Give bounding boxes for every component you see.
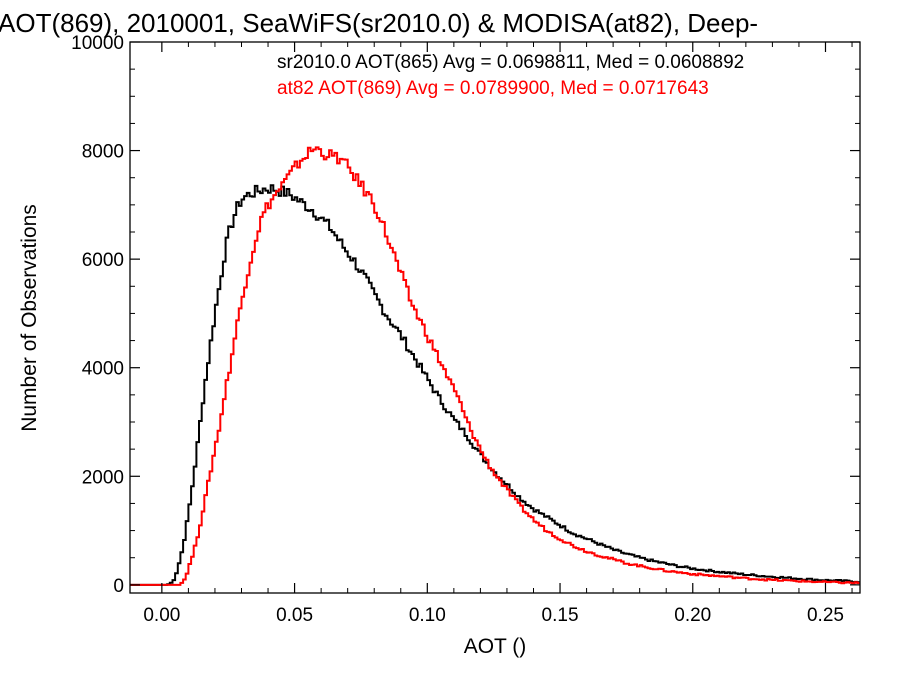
x-tick-label: 0.10 <box>409 605 446 626</box>
y-tick-label: 6000 <box>82 250 124 271</box>
y-tick-label: 10000 <box>71 33 124 54</box>
x-tick-label: 0.20 <box>674 605 711 626</box>
annotation-at82-stats: at82 AOT(869) Avg = 0.0789900, Med = 0.0… <box>277 78 709 99</box>
x-tick-label: 0.00 <box>143 605 180 626</box>
chart-title: AOT(869), 2010001, SeaWiFS(sr2010.0) & M… <box>0 8 758 38</box>
y-tick-label: 0 <box>113 576 124 597</box>
y-tick-label: 2000 <box>82 467 124 488</box>
x-tick-label: 0.25 <box>807 605 844 626</box>
annotation-sr2010-stats: sr2010.0 AOT(865) Avg = 0.0698811, Med =… <box>277 52 744 73</box>
x-axis-label: AOT () <box>464 635 527 658</box>
series-at82-histogram <box>130 146 860 586</box>
x-tick-label: 0.15 <box>542 605 579 626</box>
plot-frame <box>129 41 861 594</box>
y-tick-label: 8000 <box>82 142 124 163</box>
y-axis-label: Number of Observations <box>18 204 41 432</box>
x-tick-label: 0.05 <box>276 605 313 626</box>
y-tick-label: 4000 <box>82 359 124 380</box>
axis-layer: 0.00 0.05 0.10 0.15 0.20 0.25 0 2000 4000 6000 800… <box>71 33 860 626</box>
series-layer <box>130 146 860 586</box>
